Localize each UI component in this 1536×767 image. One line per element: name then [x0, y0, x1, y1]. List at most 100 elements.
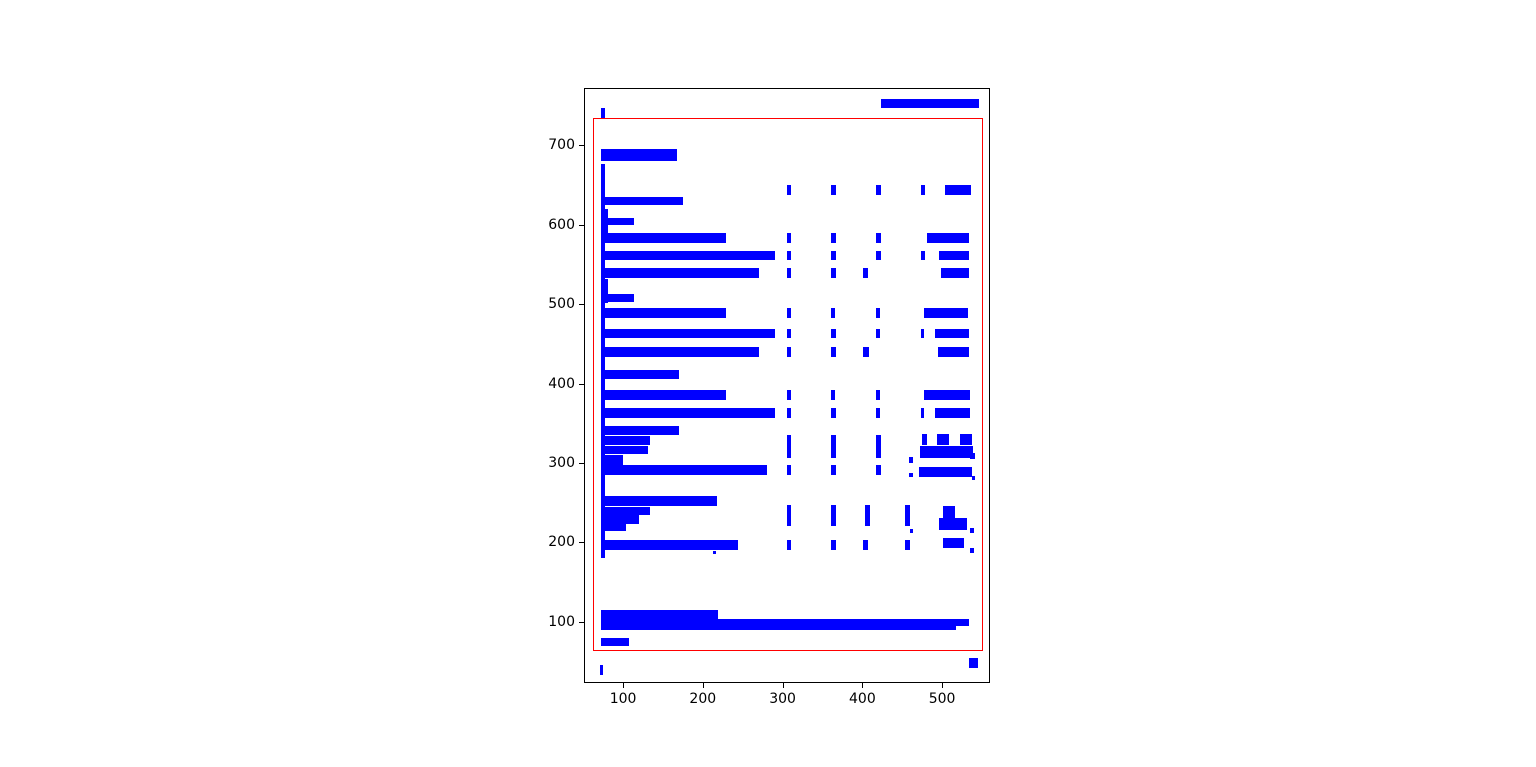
layout-box: [600, 233, 726, 243]
layout-box: [910, 528, 914, 533]
x-tick-label: 200: [689, 691, 717, 707]
layout-box: [875, 435, 881, 459]
layout-box: [786, 347, 792, 357]
layout-box: [600, 328, 775, 339]
layout-box: [875, 308, 880, 319]
y-tick-label: 100: [548, 613, 575, 630]
layout-box: [600, 637, 630, 646]
layout-box: [604, 455, 623, 466]
layout-box: [786, 328, 791, 339]
layout-box: [831, 540, 837, 550]
y-tick-mark: [579, 145, 584, 147]
layout-box: [600, 293, 635, 303]
layout-box: [863, 347, 869, 357]
layout-box: [600, 107, 605, 119]
layout-box: [786, 308, 791, 319]
y-tick-mark: [579, 224, 584, 226]
layout-box: [600, 496, 718, 506]
x-tick-mark: [702, 683, 704, 688]
layout-box: [600, 435, 651, 445]
layout-box: [600, 408, 775, 418]
layout-box: [863, 268, 868, 278]
layout-box: [600, 308, 726, 319]
layout-box: [831, 184, 837, 196]
layout-box: [786, 435, 792, 459]
x-tick-mark: [623, 683, 625, 688]
layout-box: [875, 250, 881, 261]
layout-box: [909, 472, 913, 477]
y-tick-label: 400: [548, 375, 575, 392]
layout-box: [600, 515, 640, 525]
layout-box: [600, 370, 679, 379]
layout-box: [831, 347, 837, 357]
y-tick-label: 500: [548, 296, 575, 313]
layout-box: [600, 609, 719, 621]
layout-box: [600, 540, 738, 550]
layout-box: [786, 250, 791, 261]
layout-box: [600, 389, 726, 401]
layout-box: [920, 328, 924, 339]
layout-box: [600, 196, 683, 206]
x-tick-mark: [862, 683, 864, 688]
y-tick-mark: [579, 621, 584, 623]
layout-box: [922, 434, 927, 445]
layout-box: [923, 308, 969, 319]
x-tick-label: 500: [928, 691, 956, 707]
y-tick-mark: [579, 463, 584, 464]
layout-box: [831, 408, 837, 418]
layout-box: [831, 328, 837, 339]
layout-box: [600, 446, 648, 455]
layout-box: [831, 268, 837, 278]
layout-box: [945, 184, 971, 196]
layout-box: [600, 465, 768, 475]
layout-box: [936, 433, 949, 446]
layout-box: [942, 537, 965, 548]
layout-box: [942, 505, 955, 518]
layout-box: [600, 524, 627, 532]
layout-box: [875, 328, 880, 339]
x-tick-mark: [782, 683, 784, 688]
layout-box: [875, 184, 881, 196]
layout-box: [939, 517, 967, 530]
layout-box: [921, 184, 926, 196]
layout-box: [600, 664, 604, 675]
y-tick-label: 300: [548, 455, 575, 471]
layout-box: [971, 475, 975, 481]
layout-box: [935, 408, 971, 418]
layout-box: [968, 658, 979, 668]
layout-box: [600, 217, 635, 226]
layout-box: [831, 505, 837, 527]
layout-box: [600, 149, 677, 162]
layout-box: [600, 425, 679, 436]
layout-box: [904, 540, 911, 550]
layout-box: [938, 347, 970, 357]
layout-box: [970, 528, 975, 533]
layout-box: [786, 408, 791, 418]
layout-box: [920, 408, 924, 418]
layout-box: [831, 465, 837, 475]
layout-box: [831, 233, 837, 243]
y-tick-label: 200: [548, 534, 575, 551]
layout-box: [786, 389, 791, 401]
layout-box: [935, 328, 970, 339]
layout-box: [927, 233, 970, 243]
highlight-rectangle: [592, 117, 983, 652]
layout-box: [864, 505, 870, 527]
layout-box: [880, 99, 979, 108]
y-tick-label: 700: [548, 137, 575, 154]
layout-box: [875, 233, 881, 243]
x-tick-label: 300: [769, 691, 796, 707]
layout-box: [600, 268, 759, 278]
layout-box: [875, 389, 880, 401]
layout-box: [831, 389, 836, 401]
y-tick-mark: [579, 383, 584, 385]
layout-box: [600, 625, 957, 630]
layout-box: [831, 308, 836, 319]
layout-box: [786, 268, 792, 278]
layout-box: [600, 278, 608, 304]
layout-box: [921, 250, 926, 261]
layout-box: [786, 540, 792, 550]
layout-box: [970, 453, 975, 459]
layout-box: [919, 445, 974, 459]
